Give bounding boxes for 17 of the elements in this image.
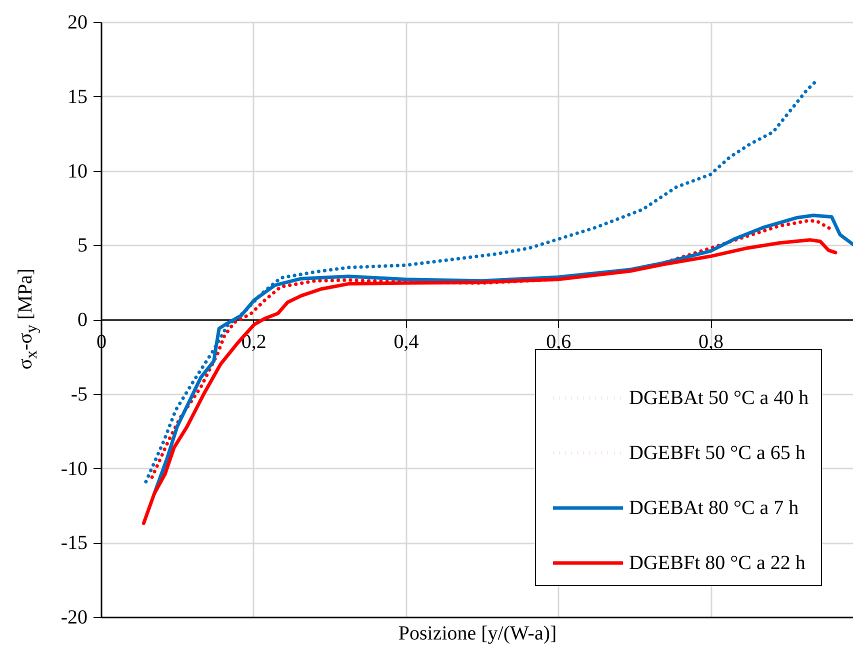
- y-tick-label: -20: [60, 606, 88, 628]
- y-tick-label: 15: [68, 86, 88, 108]
- y-tick-label: 5: [78, 234, 88, 257]
- y-tick-label: -15: [60, 532, 88, 554]
- x-tick-label: 0,8: [698, 331, 724, 353]
- y-tick-label: 10: [68, 160, 88, 182]
- legend-label: DGEBFt 80 °C a 22 h: [629, 552, 806, 574]
- y-tick-label: 0: [78, 309, 88, 331]
- x-axis-title: Posizione [y/(W-a)]: [398, 622, 557, 644]
- legend-label: DGEBFt 50 °C a 65 h: [629, 442, 806, 464]
- x-tick-label: 0,4: [394, 331, 419, 353]
- legend-label: DGEBAt 80 °C a 7 h: [629, 497, 799, 519]
- legend-label: DGEBAt 50 °C a 40 h: [629, 387, 809, 409]
- y-tick-label: -5: [70, 383, 88, 406]
- x-tick-label: 0,6: [546, 331, 572, 353]
- y-tick-label: 20: [68, 12, 88, 34]
- y-tick-label: -10: [60, 458, 88, 480]
